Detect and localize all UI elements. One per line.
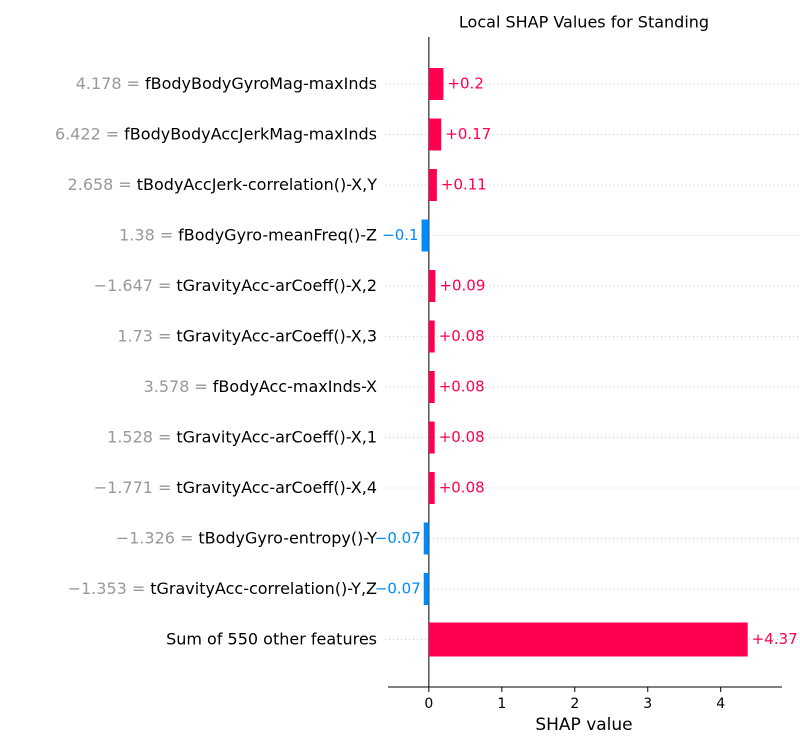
feature-name: tGravityAcc-correlation()-Y,Z <box>150 579 377 598</box>
separator: = <box>194 377 207 396</box>
separator: = <box>127 74 140 93</box>
y-tick-label: 1.528 = tGravityAcc-arCoeff()-X,1 <box>107 427 377 446</box>
feature-name: fBodyBodyAccJerkMag-maxInds <box>124 124 377 143</box>
y-tick-label: 3.578 = fBodyAcc-maxInds-X <box>144 377 377 396</box>
bar <box>423 522 429 555</box>
feature-name: tGravityAcc-arCoeff()-X,2 <box>176 276 377 295</box>
feature-value: −1.771 <box>94 478 153 497</box>
feature-value: 4.178 <box>76 74 122 93</box>
chart-title: Local SHAP Values for Standing <box>459 13 709 32</box>
feature-name: Sum of 550 other features <box>166 629 377 648</box>
y-tick-label: −1.326 = tBodyGyro-entropy()-Y <box>116 528 378 547</box>
separator: = <box>158 276 171 295</box>
bar <box>428 270 436 302</box>
y-tick-label: 2.658 = tBodyAccJerk-correlation()-X,Y <box>68 175 378 194</box>
bar <box>423 573 429 605</box>
value-label: +0.09 <box>439 277 485 295</box>
feature-name: tGravityAcc-arCoeff()-X,3 <box>176 326 377 345</box>
value-label: −0.07 <box>375 580 421 598</box>
separator: = <box>158 326 171 345</box>
x-tick-label: 4 <box>716 696 725 712</box>
feature-name: tBodyGyro-entropy()-Y <box>198 528 377 547</box>
value-label: −0.07 <box>375 529 421 547</box>
feature-value: −1.326 <box>116 528 175 547</box>
value-label: +0.11 <box>441 176 487 194</box>
value-label: +0.08 <box>439 428 485 446</box>
bar <box>428 68 444 100</box>
x-tick-label: 1 <box>497 696 506 712</box>
value-label: +0.08 <box>439 327 485 345</box>
y-tick-label: −1.771 = tGravityAcc-arCoeff()-X,4 <box>94 478 377 497</box>
x-tick-label: 0 <box>424 696 433 712</box>
feature-name: fBodyAcc-maxInds-X <box>213 377 377 396</box>
y-tick-label: −1.353 = tGravityAcc-correlation()-Y,Z <box>68 579 377 598</box>
bar <box>428 320 435 353</box>
feature-value: 1.38 <box>119 225 155 244</box>
feature-name: fBodyBodyGyroMag-maxInds <box>145 74 377 93</box>
feature-value: −1.353 <box>68 579 127 598</box>
x-tick-label: 2 <box>570 696 579 712</box>
bar <box>428 371 435 403</box>
value-label: −0.1 <box>382 226 418 244</box>
bar <box>428 421 435 454</box>
feature-value: −1.647 <box>94 276 153 295</box>
separator: = <box>160 225 173 244</box>
x-tick-label: 3 <box>643 696 652 712</box>
y-tick-label: −1.647 = tGravityAcc-arCoeff()-X,2 <box>94 276 377 295</box>
feature-value: 2.658 <box>68 175 114 194</box>
separator: = <box>158 427 171 446</box>
separator: = <box>106 124 119 143</box>
feature-name: tGravityAcc-arCoeff()-X,1 <box>176 427 377 446</box>
y-tick-label: 1.73 = tGravityAcc-arCoeff()-X,3 <box>117 326 377 345</box>
separator: = <box>118 175 131 194</box>
value-label: +4.37 <box>752 630 798 648</box>
y-tick-label: Sum of 550 other features <box>166 629 377 648</box>
bar <box>428 118 442 151</box>
bar <box>428 169 437 201</box>
x-axis-label: SHAP value <box>535 715 632 735</box>
bar <box>421 219 429 252</box>
feature-name: fBodyGyro-meanFreq()-Z <box>178 225 377 244</box>
feature-name: tBodyAccJerk-correlation()-X,Y <box>137 175 377 194</box>
bar <box>428 622 748 657</box>
value-label: +0.2 <box>447 75 483 93</box>
feature-value: 1.73 <box>117 326 153 345</box>
feature-name: tGravityAcc-arCoeff()-X,4 <box>176 478 377 497</box>
y-tick-label: 1.38 = fBodyGyro-meanFreq()-Z <box>119 225 377 244</box>
y-tick-label: 4.178 = fBodyBodyGyroMag-maxInds <box>76 74 377 93</box>
y-tick-label: 6.422 = fBodyBodyAccJerkMag-maxInds <box>55 124 377 143</box>
value-label: +0.17 <box>445 125 491 143</box>
value-label: +0.08 <box>439 378 485 396</box>
separator: = <box>180 528 193 547</box>
feature-value: 1.528 <box>107 427 153 446</box>
feature-value: 3.578 <box>144 377 190 396</box>
bar <box>428 472 435 504</box>
value-label: +0.08 <box>439 479 485 497</box>
feature-value: 6.422 <box>55 124 101 143</box>
separator: = <box>158 478 171 497</box>
separator: = <box>132 579 145 598</box>
